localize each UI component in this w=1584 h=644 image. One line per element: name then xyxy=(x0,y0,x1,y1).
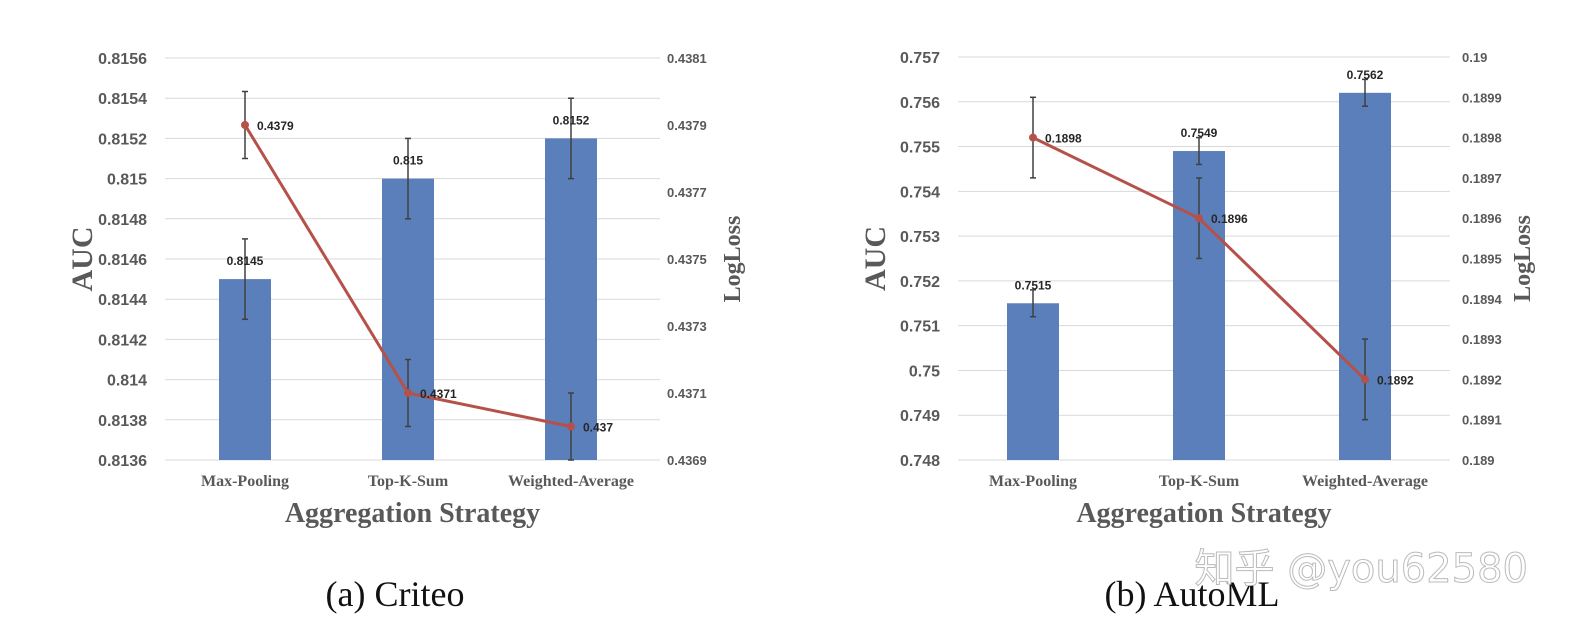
y2-tick-label: 0.1892 xyxy=(1462,372,1502,387)
y2-tick-label: 0.4377 xyxy=(667,185,707,200)
y-tick-label: 0.756 xyxy=(900,95,940,112)
line-point xyxy=(1195,214,1203,223)
y-tick-label: 0.8152 xyxy=(98,131,147,148)
x-tick-label: Weighted-Average xyxy=(508,473,634,490)
y2-axis-title: LogLoss xyxy=(1510,215,1536,302)
bar-data-label: 0.815 xyxy=(393,154,423,168)
y-tick-label: 0.751 xyxy=(900,319,940,336)
line-point xyxy=(1361,375,1369,384)
y2-tick-label: 0.1894 xyxy=(1462,292,1503,307)
line-point xyxy=(567,422,575,431)
line-point xyxy=(1029,133,1037,142)
y2-tick-label: 0.4381 xyxy=(667,51,707,66)
line-data-label: 0.1898 xyxy=(1045,132,1082,146)
bar-data-label: 0.7549 xyxy=(1181,126,1218,140)
x-tick-label: Top-K-Sum xyxy=(368,473,449,490)
x-axis-title: Aggregation Strategy xyxy=(1076,498,1331,529)
y-tick-label: 0.8154 xyxy=(98,91,147,108)
x-tick-label: Max-Pooling xyxy=(989,473,1077,490)
line-point xyxy=(241,121,249,129)
bar-data-label: 0.7562 xyxy=(1347,68,1384,82)
x-tick-label: Max-Pooling xyxy=(201,473,289,490)
y2-tick-label: 0.1891 xyxy=(1462,413,1502,428)
y2-tick-label: 0.1893 xyxy=(1462,332,1502,347)
watermark: 知乎 @you62580 xyxy=(1195,546,1528,592)
x-tick-label: Top-K-Sum xyxy=(1159,473,1240,490)
y-tick-label: 0.755 xyxy=(900,140,940,157)
y-tick-label: 0.8138 xyxy=(98,413,147,430)
y-tick-label: 0.8148 xyxy=(98,212,147,229)
y-tick-label: 0.753 xyxy=(900,229,940,246)
line-data-label: 0.4379 xyxy=(257,119,294,133)
line-data-label: 0.1892 xyxy=(1377,373,1414,387)
y-tick-label: 0.754 xyxy=(900,184,940,201)
y-tick-label: 0.8156 xyxy=(98,51,147,68)
y-tick-label: 0.8144 xyxy=(98,292,147,309)
y2-tick-label: 0.1899 xyxy=(1462,90,1502,105)
y-axis-title: AUC xyxy=(859,226,892,291)
subfigure-caption: (a) Criteo xyxy=(326,574,465,614)
y-tick-label: 0.8136 xyxy=(98,453,147,470)
y-tick-label: 0.752 xyxy=(900,274,940,291)
chart-1: 0.8136 0.8138 0.814 0.8142 0.8144 0.8146 0.814… xyxy=(66,51,746,614)
y2-tick-label: 0.1898 xyxy=(1462,131,1502,146)
line-data-label: 0.437 xyxy=(583,421,613,435)
y2-tick-label: 0.4369 xyxy=(667,453,707,468)
x-axis-title: Aggregation Strategy xyxy=(285,498,540,529)
bar-data-label: 0.8152 xyxy=(553,113,590,127)
y2-tick-label: 0.1895 xyxy=(1462,252,1502,267)
y-axis-title: AUC xyxy=(66,227,99,292)
chart-2: 0.748 0.749 0.75 0.751 0.752 0.753 0.754 0.755 0… xyxy=(859,50,1536,614)
y-tick-label: 0.749 xyxy=(900,408,940,425)
y-tick-label: 0.815 xyxy=(107,172,147,189)
bar-data-label: 0.7515 xyxy=(1015,278,1052,292)
y-tick-label: 0.757 xyxy=(900,50,940,67)
x-tick-label: Weighted-Average xyxy=(1302,473,1428,490)
line-point xyxy=(404,389,412,397)
y2-tick-label: 0.4375 xyxy=(667,252,707,267)
line-data-label: 0.1896 xyxy=(1211,212,1248,226)
y2-tick-label: 0.19 xyxy=(1462,50,1487,65)
y2-tick-label: 0.4373 xyxy=(667,319,707,334)
subfigure-caption: (b) AutoML xyxy=(1105,574,1280,614)
y-tick-label: 0.814 xyxy=(107,373,147,390)
y-tick-label: 0.8146 xyxy=(98,252,147,269)
y-tick-label: 0.75 xyxy=(909,363,940,380)
y2-tick-label: 0.1897 xyxy=(1462,171,1502,186)
y2-axis-title: LogLoss xyxy=(720,216,746,303)
y2-tick-label: 0.4371 xyxy=(667,386,707,401)
y2-tick-label: 0.189 xyxy=(1462,453,1495,468)
bar-data-label: 0.8145 xyxy=(227,254,264,268)
y-tick-label: 0.8142 xyxy=(98,332,147,349)
y2-tick-label: 0.1896 xyxy=(1462,211,1502,226)
bar xyxy=(1007,303,1059,460)
y-tick-label: 0.748 xyxy=(900,453,940,470)
line-data-label: 0.4371 xyxy=(420,387,457,401)
y2-tick-label: 0.4379 xyxy=(667,118,707,133)
